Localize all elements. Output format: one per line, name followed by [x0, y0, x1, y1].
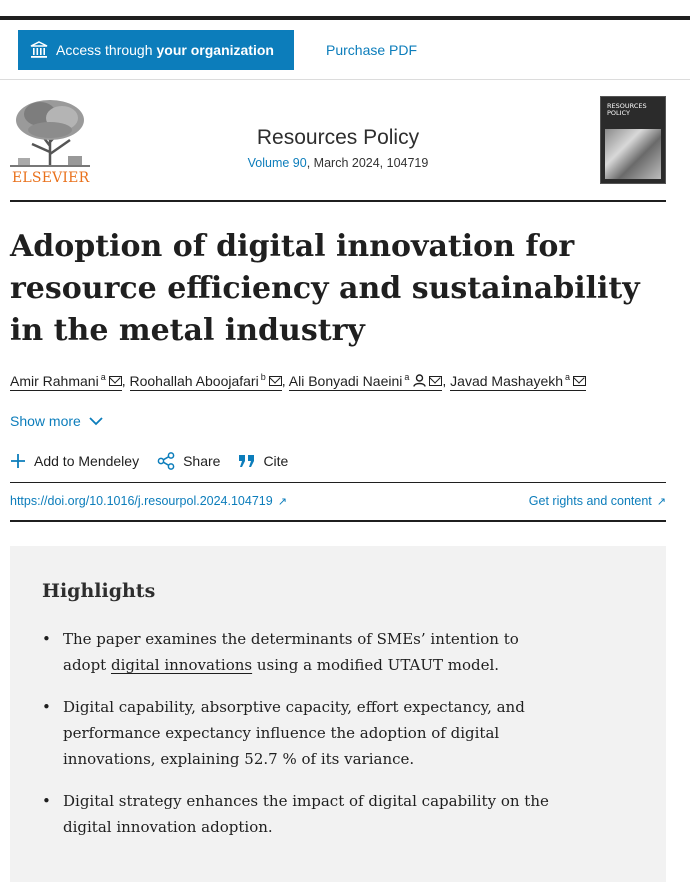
add-to-mendeley-button[interactable]: Add to Mendeley	[10, 453, 139, 469]
access-bar: Access through your organization Purchas…	[0, 20, 690, 80]
share-label: Share	[183, 453, 221, 469]
chevron-down-icon	[89, 416, 103, 425]
cite-label: Cite	[263, 453, 289, 469]
author-affiliation: a	[565, 372, 571, 382]
author-link[interactable]: Roohallah Aboojafari b	[129, 372, 282, 391]
article-title: Adoption of digital innovation for resou…	[10, 229, 640, 348]
author-affiliation: b	[260, 372, 266, 382]
elsevier-wordmark: ELSEVIER	[12, 170, 90, 186]
show-more-button[interactable]: Show more	[10, 413, 103, 429]
journal-cover-image[interactable]: RESOURCES POLICY	[600, 96, 666, 184]
share-button[interactable]: Share	[157, 452, 220, 470]
volume-link[interactable]: Volume 90	[247, 156, 307, 170]
cover-photo	[605, 129, 661, 179]
highlight-text: using a modified UTAUT model.	[252, 656, 500, 674]
external-link-icon: ↗	[277, 496, 287, 508]
email-icon	[573, 375, 587, 386]
author-separator: ,	[121, 372, 130, 389]
cite-button[interactable]: Cite	[238, 453, 288, 469]
journal-issue: Volume 90, March 2024, 104719	[10, 156, 666, 170]
author-link[interactable]: Ali Bonyadi Naeini a	[288, 372, 443, 391]
highlight-item: The paper examines the determinants of S…	[42, 626, 562, 678]
rights-text: Get rights and content	[528, 494, 652, 508]
rights-and-content-link[interactable]: Get rights and content ↗	[529, 494, 666, 508]
external-link-icon: ↗	[656, 496, 666, 508]
cover-title-line2: POLICY	[607, 109, 630, 117]
doi-text: https://doi.org/10.1016/j.resourpol.2024…	[10, 494, 273, 508]
institution-icon	[30, 41, 48, 58]
purchase-pdf-link[interactable]: Purchase PDF	[326, 42, 418, 58]
highlights-section: Highlights The paper examines the determ…	[10, 546, 666, 882]
email-icon	[108, 375, 122, 386]
top-border	[0, 16, 690, 20]
email-icon	[429, 375, 443, 386]
access-organization-button[interactable]: Access through your organization	[18, 30, 294, 70]
cover-title: RESOURCES POLICY	[607, 103, 647, 117]
highlight-item: Digital capability, absorptive capacity,…	[42, 694, 562, 772]
author-name: Ali Bonyadi Naeini	[288, 372, 403, 389]
highlights-list: The paper examines the determinants of S…	[42, 626, 562, 856]
author-link[interactable]: Javad Mashayekh a	[450, 372, 587, 391]
journal-header: ELSEVIER Resources Policy Volume 90, Mar…	[10, 96, 666, 202]
email-icon	[268, 375, 282, 386]
mendeley-label: Add to Mendeley	[34, 453, 140, 469]
issue-details: , March 2024, 104719	[306, 156, 429, 170]
doi-link[interactable]: https://doi.org/10.1016/j.resourpol.2024…	[10, 494, 287, 508]
highlight-text: The paper examines the determinants of S…	[63, 630, 519, 674]
cover-title-line1: RESOURCES	[607, 102, 647, 110]
access-label-bold: your organization	[156, 42, 274, 58]
doi-row: https://doi.org/10.1016/j.resourpol.2024…	[10, 482, 666, 522]
plus-icon	[11, 454, 25, 468]
author-name: Amir Rahmani	[10, 372, 99, 389]
author-separator: ,	[281, 372, 289, 389]
author-link[interactable]: Amir Rahmani a	[10, 372, 122, 391]
digital-innovations-link[interactable]: digital innovations	[110, 656, 253, 674]
author-affiliation: a	[404, 372, 410, 382]
person-icon	[413, 373, 427, 387]
access-label: Access through	[56, 42, 153, 58]
highlights-title: Highlights	[42, 580, 156, 602]
author-name: Javad Mashayekh	[450, 372, 564, 389]
show-more-label: Show more	[10, 413, 81, 429]
author-separator: ,	[442, 372, 451, 389]
highlight-item: Digital strategy enhances the impact of …	[42, 788, 562, 840]
quote-icon	[239, 455, 255, 467]
author-name: Roohallah Aboojafari	[129, 372, 259, 389]
journal-title[interactable]: Resources Policy	[256, 126, 420, 149]
author-list: Amir Rahmani a, Roohallah Aboojafari b, Al…	[10, 372, 587, 391]
author-affiliation: a	[100, 372, 106, 382]
share-icon	[157, 452, 175, 470]
article-actions: Add to Mendeley Share Cite	[10, 452, 306, 470]
elsevier-tree-logo	[10, 96, 90, 168]
